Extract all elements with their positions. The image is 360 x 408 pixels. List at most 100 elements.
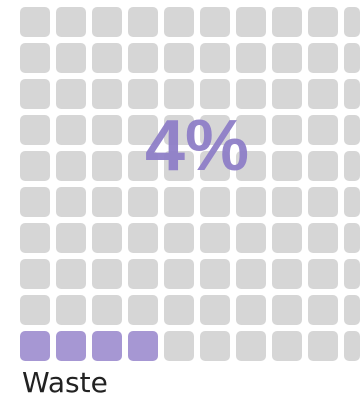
waffle-cell-empty	[272, 187, 302, 217]
waffle-cell-empty	[236, 187, 266, 217]
waffle-cell-empty	[20, 259, 50, 289]
waffle-cell-empty	[272, 151, 302, 181]
waffle-cell-empty	[272, 295, 302, 325]
waffle-cell-empty	[20, 187, 50, 217]
waffle-cell-empty	[20, 151, 50, 181]
waffle-cell-empty	[128, 115, 158, 145]
waffle-cell-empty	[200, 151, 230, 181]
waffle-cell-empty	[56, 223, 86, 253]
waffle-cell-empty	[92, 187, 122, 217]
waffle-cell-empty	[128, 7, 158, 37]
waffle-cell-empty	[272, 331, 302, 361]
waffle-cell-empty	[164, 7, 194, 37]
waffle-cell-empty	[20, 295, 50, 325]
waffle-cell-empty	[164, 187, 194, 217]
waffle-cell-empty	[56, 79, 86, 109]
waffle-cell-empty	[236, 223, 266, 253]
waffle-cell-empty	[344, 79, 360, 109]
waffle-cell-empty	[200, 223, 230, 253]
waffle-cell-empty	[92, 151, 122, 181]
waffle-cell-empty	[236, 259, 266, 289]
waffle-cell-empty	[308, 7, 338, 37]
waffle-cell-filled	[56, 331, 86, 361]
waffle-cell-empty	[344, 7, 360, 37]
waffle-cell-empty	[92, 259, 122, 289]
waffle-cell-empty	[128, 295, 158, 325]
waffle-cell-empty	[92, 223, 122, 253]
waffle-cell-empty	[344, 259, 360, 289]
waffle-cell-empty	[92, 115, 122, 145]
waffle-cell-empty	[56, 7, 86, 37]
waffle-cell-empty	[164, 43, 194, 73]
waffle-cell-empty	[308, 331, 338, 361]
waffle-cell-empty	[128, 223, 158, 253]
waffle-cell-empty	[236, 43, 266, 73]
waffle-cell-empty	[272, 259, 302, 289]
waffle-cell-empty	[200, 331, 230, 361]
waffle-cell-filled	[92, 331, 122, 361]
waffle-cell-empty	[308, 187, 338, 217]
waffle-cell-empty	[236, 331, 266, 361]
waffle-cell-empty	[344, 115, 360, 145]
waffle-cell-empty	[308, 115, 338, 145]
waffle-cell-empty	[236, 295, 266, 325]
waffle-cell-empty	[344, 151, 360, 181]
waffle-cell-filled	[20, 331, 50, 361]
waffle-cell-empty	[56, 115, 86, 145]
waffle-cell-empty	[200, 115, 230, 145]
waffle-cell-empty	[56, 151, 86, 181]
waffle-cell-empty	[200, 43, 230, 73]
waffle-cell-empty	[236, 115, 266, 145]
waffle-cell-empty	[56, 295, 86, 325]
waffle-cell-empty	[308, 43, 338, 73]
waffle-cell-empty	[164, 151, 194, 181]
waffle-cell-empty	[20, 79, 50, 109]
waffle-cell-empty	[200, 79, 230, 109]
waffle-cell-empty	[308, 259, 338, 289]
waffle-cell-empty	[308, 79, 338, 109]
waffle-cell-empty	[272, 223, 302, 253]
waffle-cell-empty	[200, 187, 230, 217]
waffle-cell-empty	[128, 79, 158, 109]
waffle-cell-empty	[164, 259, 194, 289]
waffle-cell-empty	[92, 79, 122, 109]
waffle-cell-empty	[344, 43, 360, 73]
waffle-cell-empty	[128, 259, 158, 289]
waffle-cell-empty	[344, 223, 360, 253]
waffle-cell-empty	[344, 331, 360, 361]
waffle-cell-empty	[200, 295, 230, 325]
waffle-cell-empty	[20, 7, 50, 37]
waffle-cell-empty	[20, 43, 50, 73]
waffle-cell-empty	[200, 7, 230, 37]
percent-label: 4%	[144, 106, 250, 186]
waffle-cell-empty	[236, 79, 266, 109]
waffle-cell-empty	[164, 295, 194, 325]
waffle-cell-empty	[308, 151, 338, 181]
waffle-cell-empty	[92, 295, 122, 325]
waffle-cell-filled	[128, 331, 158, 361]
waffle-cell-empty	[56, 187, 86, 217]
waffle-cell-empty	[20, 115, 50, 145]
waffle-cell-empty	[128, 187, 158, 217]
waffle-cell-empty	[272, 79, 302, 109]
waffle-cell-empty	[272, 115, 302, 145]
waffle-cell-empty	[200, 259, 230, 289]
waffle-cell-empty	[128, 151, 158, 181]
waffle-cell-empty	[164, 79, 194, 109]
waffle-cell-empty	[272, 43, 302, 73]
waffle-cell-empty	[164, 223, 194, 253]
waffle-cell-empty	[92, 7, 122, 37]
waffle-cell-empty	[92, 43, 122, 73]
waffle-cell-empty	[164, 115, 194, 145]
waffle-cell-empty	[344, 295, 360, 325]
waffle-cell-empty	[272, 7, 302, 37]
waffle-cell-empty	[56, 43, 86, 73]
waffle-cell-empty	[308, 295, 338, 325]
waffle-cell-empty	[344, 187, 360, 217]
waffle-cell-empty	[164, 331, 194, 361]
category-label: Waste	[22, 366, 108, 399]
waffle-cell-empty	[128, 43, 158, 73]
waffle-cell-empty	[308, 223, 338, 253]
